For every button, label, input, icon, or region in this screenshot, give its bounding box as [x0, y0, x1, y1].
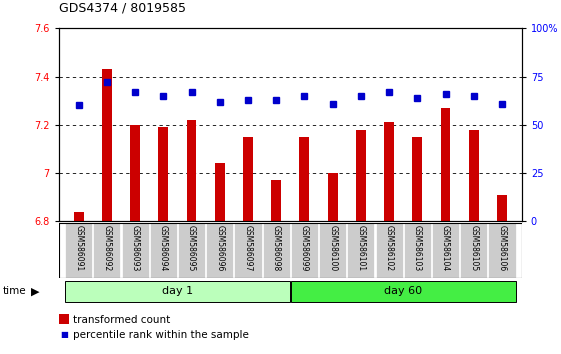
- Text: GSM586092: GSM586092: [102, 225, 112, 271]
- Bar: [384, 122, 394, 221]
- Bar: [328, 173, 338, 221]
- Bar: [215, 164, 225, 221]
- Text: time: time: [3, 286, 26, 296]
- Text: GSM586096: GSM586096: [215, 225, 224, 271]
- FancyBboxPatch shape: [65, 281, 289, 302]
- FancyBboxPatch shape: [178, 223, 205, 278]
- FancyBboxPatch shape: [206, 223, 233, 278]
- Bar: [469, 130, 479, 221]
- Text: GDS4374 / 8019585: GDS4374 / 8019585: [59, 1, 186, 14]
- Text: ▶: ▶: [31, 286, 39, 296]
- FancyBboxPatch shape: [319, 223, 346, 278]
- Bar: [243, 137, 253, 221]
- FancyBboxPatch shape: [291, 223, 318, 278]
- FancyBboxPatch shape: [93, 223, 121, 278]
- Text: GSM586102: GSM586102: [385, 225, 394, 271]
- FancyBboxPatch shape: [432, 223, 459, 278]
- Text: percentile rank within the sample: percentile rank within the sample: [73, 330, 249, 339]
- FancyBboxPatch shape: [234, 223, 261, 278]
- FancyBboxPatch shape: [489, 223, 516, 278]
- Text: GSM586093: GSM586093: [131, 225, 140, 271]
- FancyBboxPatch shape: [263, 223, 289, 278]
- FancyBboxPatch shape: [347, 223, 374, 278]
- FancyBboxPatch shape: [65, 223, 92, 278]
- FancyBboxPatch shape: [291, 281, 516, 302]
- Text: GSM586095: GSM586095: [187, 225, 196, 271]
- Bar: [187, 120, 196, 221]
- Text: day 60: day 60: [384, 286, 422, 296]
- Bar: [440, 108, 450, 221]
- Text: day 1: day 1: [162, 286, 193, 296]
- Bar: [73, 212, 84, 221]
- FancyBboxPatch shape: [404, 223, 431, 278]
- Bar: [158, 127, 168, 221]
- Text: transformed count: transformed count: [73, 315, 170, 325]
- Text: GSM586105: GSM586105: [469, 225, 479, 271]
- Text: GSM586094: GSM586094: [159, 225, 168, 271]
- Text: GSM586091: GSM586091: [74, 225, 83, 271]
- Text: GSM586104: GSM586104: [441, 225, 450, 271]
- FancyBboxPatch shape: [375, 223, 403, 278]
- Bar: [497, 195, 507, 221]
- FancyBboxPatch shape: [460, 223, 488, 278]
- Bar: [102, 69, 112, 221]
- FancyBboxPatch shape: [150, 223, 177, 278]
- Text: GSM586098: GSM586098: [272, 225, 280, 271]
- Text: GSM586101: GSM586101: [356, 225, 365, 271]
- Text: ■: ■: [60, 330, 68, 339]
- Text: GSM586100: GSM586100: [328, 225, 337, 271]
- Bar: [412, 137, 422, 221]
- Bar: [130, 125, 140, 221]
- Text: GSM586097: GSM586097: [243, 225, 252, 271]
- Text: GSM586099: GSM586099: [300, 225, 309, 271]
- Text: GSM586106: GSM586106: [498, 225, 507, 271]
- Text: GSM586103: GSM586103: [413, 225, 422, 271]
- Bar: [272, 180, 281, 221]
- Bar: [356, 130, 366, 221]
- FancyBboxPatch shape: [122, 223, 149, 278]
- Bar: [300, 137, 309, 221]
